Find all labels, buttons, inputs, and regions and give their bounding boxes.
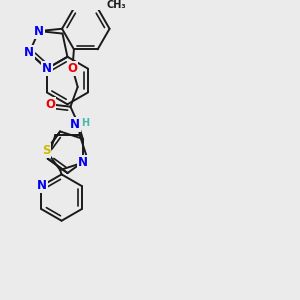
Text: CH₃: CH₃	[107, 0, 127, 10]
Text: N: N	[78, 156, 88, 169]
Text: N: N	[34, 25, 44, 38]
Text: N: N	[38, 179, 47, 193]
Text: S: S	[42, 144, 50, 157]
Text: O: O	[68, 62, 77, 75]
Text: N: N	[70, 118, 80, 131]
Text: N: N	[24, 46, 34, 59]
Text: H: H	[81, 118, 89, 128]
Text: N: N	[42, 62, 52, 75]
Text: O: O	[45, 98, 55, 111]
